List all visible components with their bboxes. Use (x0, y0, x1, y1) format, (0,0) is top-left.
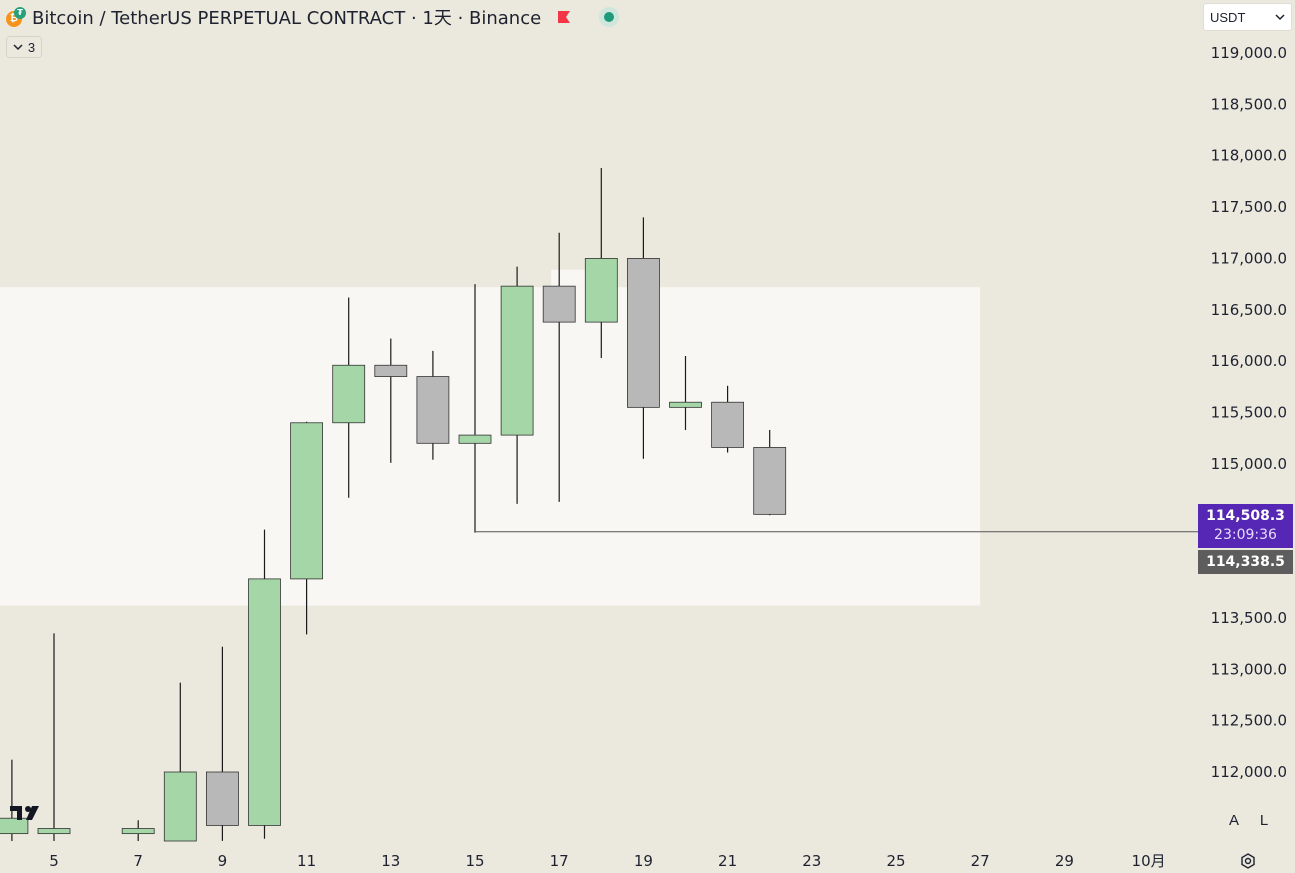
candle-body (753, 447, 787, 515)
indicators-collapse-button[interactable]: 3 (6, 36, 42, 58)
candle-body (500, 285, 534, 436)
candle-body (121, 828, 155, 835)
candle-18[interactable] (584, 168, 618, 359)
candle-20[interactable] (669, 356, 702, 430)
y-tick-label: 115,000.0 (1211, 455, 1287, 473)
candle-body (205, 771, 239, 826)
y-tick-label: 116,000.0 (1211, 352, 1287, 370)
candle-22[interactable] (753, 429, 787, 516)
candle-8[interactable] (163, 682, 197, 842)
level-price-label: 114,338.5 (1206, 554, 1285, 570)
market-status-icon[interactable] (599, 7, 620, 27)
y-tick-label: 119,000.0 (1211, 44, 1287, 62)
chevron-down-icon (13, 44, 23, 51)
y-tick-label: 116,500.0 (1211, 301, 1287, 319)
x-tick-label: 17 (550, 852, 569, 870)
candle-15[interactable] (458, 284, 492, 533)
candle-14[interactable] (416, 350, 450, 460)
x-tick-label: 10月 (1132, 852, 1166, 870)
x-tick-label: 13 (381, 852, 400, 870)
x-tick-label: 21 (718, 852, 737, 870)
chevron-down-icon (1275, 14, 1285, 21)
x-tick-label: 23 (802, 852, 821, 870)
x-tick-label: 29 (1055, 852, 1074, 870)
candle-body (0, 817, 29, 835)
y-tick-label: 118,000.0 (1211, 147, 1287, 165)
x-tick-label: 19 (634, 852, 653, 870)
y-tick-label: 113,500.0 (1211, 609, 1287, 627)
y-tick-label: 117,500.0 (1211, 198, 1287, 216)
currency-select[interactable]: USDT (1203, 3, 1292, 31)
level-price-tag: 114,338.5 (1198, 550, 1293, 574)
candle-body (669, 401, 702, 408)
x-tick-label: 5 (49, 852, 59, 870)
auto-scale-button[interactable]: A (1228, 812, 1239, 829)
bitcoin-tether-icon: ₿ ₮ (6, 7, 26, 27)
bar-countdown-label: 23:09:36 (1214, 527, 1277, 543)
tradingview-logo[interactable] (8, 803, 48, 823)
y-tick-label: 115,500.0 (1211, 404, 1287, 422)
symbol-title[interactable]: Bitcoin / TetherUS PERPETUAL CONTRACT · … (32, 8, 542, 29)
candle-12[interactable] (332, 297, 366, 498)
candle-7[interactable] (121, 820, 155, 841)
candle-body (374, 364, 408, 377)
candle-body (163, 771, 197, 842)
candle-body (37, 828, 71, 835)
candle-17[interactable] (542, 232, 576, 502)
x-tick-label: 25 (886, 852, 905, 870)
x-tick-label: 15 (465, 852, 484, 870)
candle-body (627, 258, 660, 408)
candle-4[interactable] (0, 759, 29, 841)
candle-5[interactable] (37, 633, 71, 841)
price-zone-inner (551, 269, 589, 288)
candle-body (416, 376, 450, 444)
candle-body (458, 434, 492, 444)
candle-11[interactable] (290, 421, 324, 635)
candle-body (711, 401, 744, 448)
candle-body (248, 578, 281, 826)
log-scale-button[interactable]: L (1259, 812, 1269, 829)
y-tick-label: 117,000.0 (1211, 249, 1287, 267)
y-tick-label: 112,500.0 (1211, 712, 1287, 730)
candle-body (290, 422, 324, 580)
candle-13[interactable] (374, 338, 408, 463)
current-price-tag: 114,508.3 23:09:36 (1198, 504, 1293, 548)
symbol-header[interactable]: ₿ ₮ Bitcoin / TetherUS PERPETUAL CONTRACT… (6, 5, 620, 29)
settings-icon[interactable] (1238, 851, 1258, 871)
candle-10[interactable] (248, 529, 281, 839)
indicators-count: 3 (27, 39, 36, 55)
candle-body (332, 364, 366, 424)
price-zone (0, 287, 981, 606)
x-tick-label: 27 (971, 852, 990, 870)
y-tick-label: 113,000.0 (1211, 660, 1287, 678)
x-tick-label: 9 (218, 852, 228, 870)
candle-body (584, 258, 618, 323)
x-tick-label: 11 (297, 852, 316, 870)
current-price-label: 114,508.3 (1206, 508, 1285, 524)
candle-body (542, 285, 576, 323)
candle-9[interactable] (205, 646, 239, 841)
candle-21[interactable] (711, 385, 744, 453)
x-tick-label: 7 (133, 852, 143, 870)
y-tick-label: 118,500.0 (1211, 95, 1287, 113)
y-tick-label: 112,000.0 (1211, 763, 1287, 781)
flag-icon[interactable] (557, 10, 571, 24)
candle-16[interactable] (500, 266, 534, 504)
currency-value: USDT (1210, 9, 1246, 25)
candle-19[interactable] (627, 217, 660, 459)
